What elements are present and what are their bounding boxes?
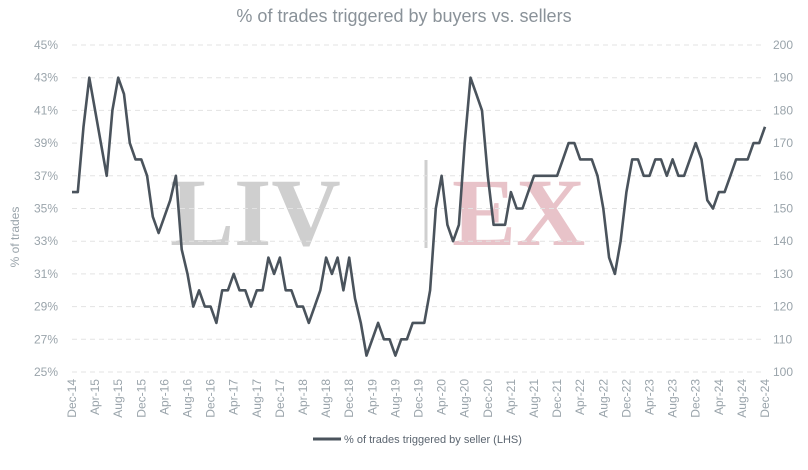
y-tick-label: 25% — [34, 365, 58, 379]
y2-tick-label: 110 — [773, 332, 792, 346]
x-tick-label: Apr-18 — [296, 379, 310, 415]
x-tick-label: Aug-22 — [596, 379, 610, 418]
x-tick-label: Apr-21 — [504, 379, 518, 415]
y2-tick-label: 200 — [773, 38, 793, 52]
grid-lines — [72, 44, 765, 373]
legend[interactable]: % of trades triggered by seller (LHS) — [313, 434, 522, 446]
y2-tick-label: 140 — [773, 234, 793, 248]
x-tick-label: Dec-23 — [689, 379, 703, 418]
y-tick-label: 43% — [34, 71, 58, 85]
y-tick-label: 27% — [34, 332, 58, 346]
series-lines — [72, 76, 767, 357]
x-tick-label: Dec-19 — [412, 379, 426, 418]
x-tick-label: Dec-21 — [550, 379, 564, 418]
x-tick-label: Aug-24 — [735, 379, 749, 418]
watermark-text: LIV — [170, 159, 341, 266]
x-tick-label: Apr-19 — [365, 379, 379, 415]
y-tick-label: 29% — [34, 300, 58, 314]
watermark-text: EX — [452, 159, 585, 266]
x-tick-label: Apr-16 — [157, 379, 171, 415]
x-tick-label: Dec-15 — [134, 379, 148, 418]
x-tick-label: Dec-17 — [273, 379, 287, 418]
x-tick-label: Apr-24 — [712, 379, 726, 415]
y2-tick-label: 160 — [773, 169, 793, 183]
x-tick-label: Apr-20 — [435, 379, 449, 415]
x-tick-label: Dec-14 — [65, 379, 79, 418]
x-tick-label: Dec-22 — [619, 379, 633, 418]
y2-tick-label: 150 — [773, 202, 793, 216]
y-tick-label: 33% — [34, 234, 58, 248]
y2-tick-label: 190 — [773, 71, 793, 85]
x-tick-label: Dec-18 — [342, 379, 356, 418]
x-tick-label: Apr-15 — [88, 379, 102, 415]
x-tick-label: Dec-16 — [204, 379, 218, 418]
y2-tick-label: 100 — [773, 365, 793, 379]
watermark: LIV EX — [170, 159, 585, 266]
x-tick-label: Aug-21 — [527, 379, 541, 418]
y-tick-label: 45% — [34, 38, 58, 52]
x-tick-label: Apr-22 — [573, 379, 587, 415]
y-axis-title: % of trades — [8, 207, 22, 268]
x-tick-label: Aug-16 — [181, 379, 195, 418]
y-tick-label: 39% — [34, 136, 58, 150]
left-axis: 25% 27% 29% 31% 33% 35% 37% 39% 41% 43% 45% — [34, 38, 58, 379]
chart-title: % of trades triggered by buyers vs. sell… — [236, 6, 572, 26]
x-tick-label: Aug-17 — [250, 379, 264, 418]
y2-tick-label: 120 — [773, 300, 793, 314]
x-tick-label: Dec-24 — [758, 379, 772, 418]
right-axis: 100 110 120 130 140 150 160 170 180 190 200 — [773, 38, 793, 379]
x-tick-label: Apr-23 — [643, 379, 657, 415]
y-tick-label: 35% — [34, 202, 58, 216]
x-tick-label: Dec-20 — [481, 379, 495, 418]
x-tick-label: Aug-19 — [388, 379, 402, 418]
x-tick-label: Aug-18 — [319, 379, 333, 418]
x-tick-label: Aug-15 — [111, 379, 125, 418]
x-tick-label: Apr-17 — [227, 379, 241, 415]
legend-label: % of trades triggered by seller (LHS) — [344, 434, 522, 446]
x-tick-label: Aug-20 — [458, 379, 472, 418]
series-line — [72, 76, 767, 357]
y-tick-label: 37% — [34, 169, 58, 183]
y2-tick-label: 170 — [773, 136, 793, 150]
x-axis: Dec-14 Apr-15 Aug-15 Dec-15 Apr-16 Aug-16 Dec-… — [65, 379, 772, 418]
x-tick-label: Aug-23 — [666, 379, 680, 418]
y2-tick-label: 130 — [773, 267, 793, 281]
y-tick-label: 41% — [34, 103, 58, 117]
y2-tick-label: 180 — [773, 103, 793, 117]
y-tick-label: 31% — [34, 267, 58, 281]
